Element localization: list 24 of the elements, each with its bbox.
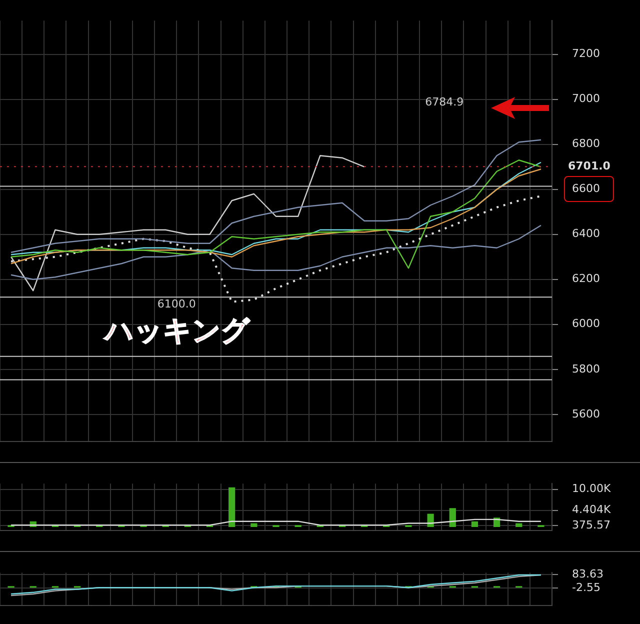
y-tick-label: 83.63 [572,567,604,580]
y-tick-label: 375.57 [572,518,610,532]
annotation: 6784.9 [425,96,464,109]
y-tick-label: 6000 [572,317,600,330]
y-tick-label: 7000 [572,92,600,106]
y-tick-label: -2.55 [572,580,600,594]
bar [516,523,522,528]
ref-line-label: 6701.0 [568,160,611,172]
annotation: ハッキング [105,313,250,349]
annotation: 6100.0 [157,298,196,310]
y-tick-label: 6600 [572,182,600,196]
y-tick-label: 6400 [572,227,600,240]
bar [427,514,434,528]
y-tick-label: 5800 [572,362,600,376]
y-tick-label: 7200 [572,47,600,60]
bar [228,487,236,528]
y-tick-label: 10.00K [572,482,612,496]
y-tick-label: 6800 [572,137,600,150]
bar [250,523,258,528]
bar [449,508,456,528]
bar [471,521,478,528]
y-tick-label: 6200 [572,272,600,286]
y-tick-label: 4.404K [572,503,612,516]
y-tick-label: 5600 [572,407,600,420]
